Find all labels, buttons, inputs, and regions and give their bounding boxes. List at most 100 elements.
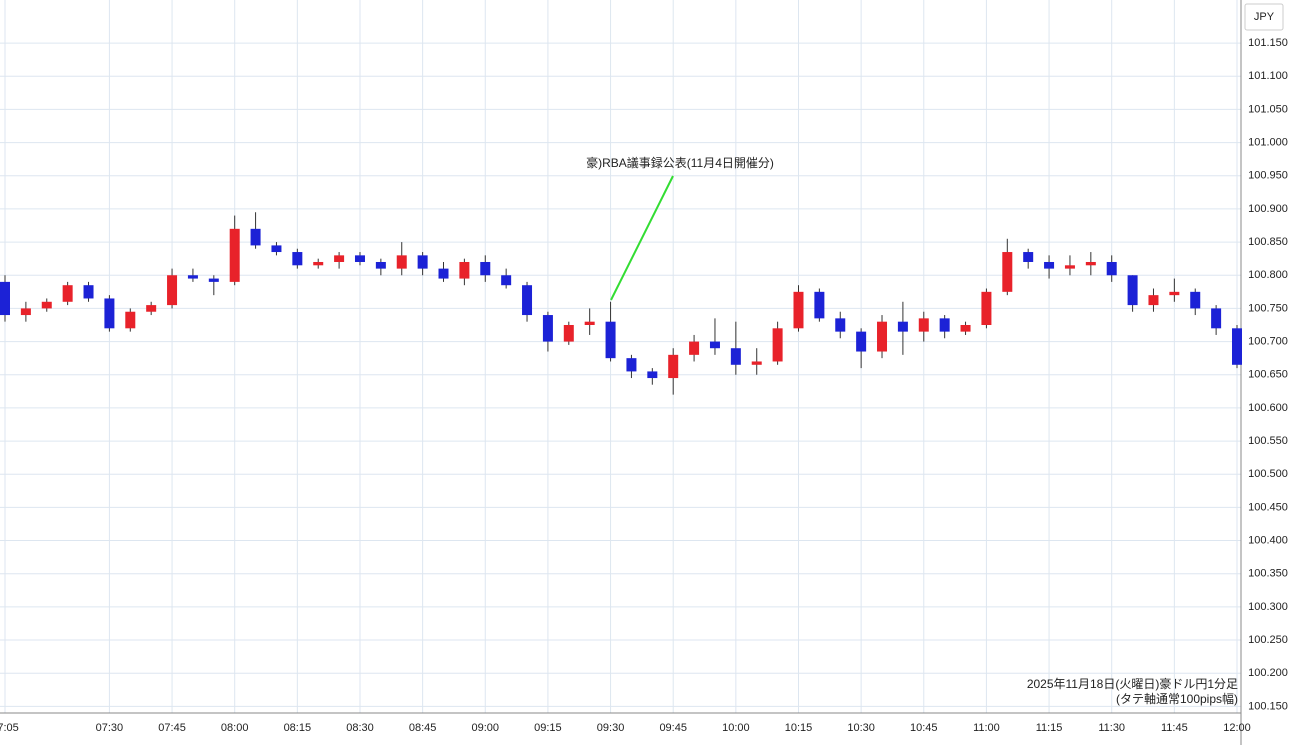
x-tick-label: 10:00 [722,722,750,734]
candle-body [1064,265,1075,269]
candle-body [939,318,950,332]
annotation-line [610,175,674,301]
candle-body [709,341,720,349]
candle-body [313,261,324,266]
candle-body [1023,252,1034,262]
x-tick-label: 08:15 [284,722,312,734]
y-tick-label: 100.500 [1248,468,1288,480]
x-tick-label: 08:45 [409,722,437,734]
candle-body [501,275,512,286]
x-tick-label: 09:00 [472,722,500,734]
candle-body [689,341,700,355]
y-tick-label: 100.800 [1248,269,1288,281]
y-tick-label: 101.150 [1248,37,1288,49]
candle-body [1085,261,1096,266]
candle-body [396,255,407,269]
y-tick-label: 100.400 [1248,534,1288,546]
y-tick-label: 100.900 [1248,203,1288,215]
y-tick-label: 100.450 [1248,501,1288,513]
candle-body [250,228,261,246]
x-tick-label: 11:45 [1161,722,1188,734]
x-tick-label: 10:45 [910,722,938,734]
x-tick-label: 08:30 [346,722,374,734]
candle-body [125,311,136,329]
x-tick-label: 07:30 [96,722,124,734]
candle-body [1127,275,1138,306]
candle-body [438,268,449,279]
candle-body [1211,308,1222,329]
candle-body [354,255,365,262]
candle-body [41,301,52,309]
y-tick-label: 100.700 [1248,335,1288,347]
x-tick-label: 12:00 [1223,722,1251,734]
candle-body [751,361,762,365]
candle-body [877,321,888,352]
candle-body [167,275,178,306]
x-tick-label: 09:30 [597,722,625,734]
x-tick-label: 10:15 [785,722,813,734]
candle-body [918,318,929,332]
y-tick-label: 100.550 [1248,435,1288,447]
candle-body [1148,295,1159,306]
candle-body [1232,328,1242,365]
candle-body [334,255,345,262]
candle-body [0,281,10,316]
candle-body [647,371,658,379]
y-tick-label: 101.100 [1248,70,1288,82]
candle-body [1106,261,1117,276]
x-tick-label: 10:30 [847,722,875,734]
candle-body [1002,252,1013,292]
x-tick-label: 09:45 [659,722,687,734]
x-tick-label: 11:30 [1098,722,1125,734]
candle-body [856,331,867,352]
annotation: 豪)RBA議事録公表(11月4日開催分) [586,155,774,170]
y-tick-label: 100.600 [1248,402,1288,414]
candle-body [814,291,825,319]
candle-body [62,285,73,302]
candle-body [835,318,846,332]
y-tick-label: 101.000 [1248,137,1288,149]
candle-body [626,358,637,372]
note-line: 2025年11月18日(火曜日)豪ドル円1分足 [1027,676,1238,691]
x-tick-label: 08:00 [221,722,249,734]
y-tick-label: 100.750 [1248,302,1288,314]
x-tick-label: 11:15 [1036,722,1063,734]
candle-body [459,261,470,279]
currency-box [1244,3,1284,31]
y-tick-label: 100.250 [1248,634,1288,646]
x-tick-label: 11:00 [973,722,1000,734]
candle-body [981,291,992,325]
currency-label: JPY [1254,11,1275,23]
candle-body [730,348,741,365]
candle-body [793,291,804,329]
candle-body [1169,291,1180,296]
candle-body [522,285,533,316]
candle-body [20,308,31,316]
x-tick-label: 09:15 [534,722,562,734]
candle-body [292,252,303,266]
candle-body [563,324,574,342]
y-tick-label: 101.050 [1248,103,1288,115]
y-tick-label: 100.950 [1248,170,1288,182]
x-tick-label: 07:45 [158,722,186,734]
candle-body [1044,261,1055,269]
y-tick-label: 100.300 [1248,601,1288,613]
y-tick-label: 100.150 [1248,700,1288,712]
candle-body [542,315,553,342]
candle-body [605,321,616,359]
candle-body [480,261,491,276]
candle-body [187,275,198,279]
candle-body [229,228,240,282]
candle-body [668,354,679,379]
candle-body [104,298,115,329]
y-tick-label: 100.200 [1248,667,1288,679]
candle-body [271,245,282,253]
y-tick-label: 100.650 [1248,369,1288,381]
candle-body [375,261,386,269]
x-tick-label: 07:05 [0,722,19,734]
candle-body [1190,291,1201,309]
candle-body [960,324,971,332]
candle-body [83,285,94,299]
